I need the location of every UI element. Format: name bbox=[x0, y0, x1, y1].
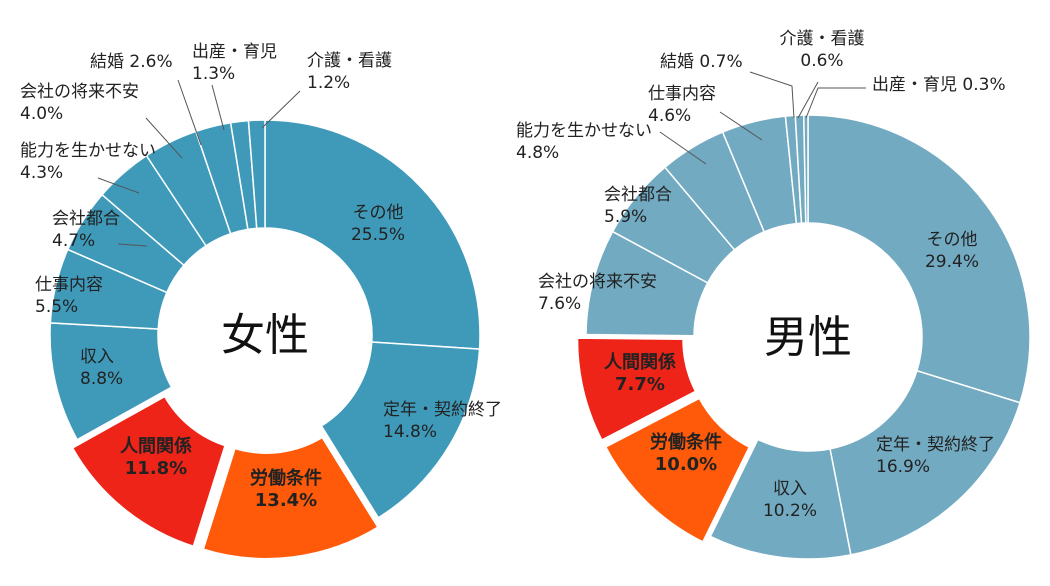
leader-line-出産・育児 bbox=[805, 87, 866, 119]
leader-line-出産・育児 bbox=[211, 84, 225, 131]
slice-定年・契約終了 bbox=[829, 369, 1021, 556]
slice-label-その他: その他 29.4% bbox=[925, 230, 979, 272]
slice-label-仕事内容: 仕事内容 5.5% bbox=[35, 275, 103, 317]
slice-label-労働条件: 労働条件 10.0% bbox=[650, 431, 722, 475]
leader-line-能力を生かせない bbox=[659, 131, 707, 165]
slice-人間関係 bbox=[574, 334, 700, 445]
slice-label-会社都合: 会社都合 5.9% bbox=[604, 185, 672, 227]
male-donut-chart: その他 29.4% 定年・契約終了 16.9% 収入 10.2% 労働条件 10.0% 人間関係… bbox=[516, 29, 1031, 560]
slice-label-介護・看護: 介護・看護 1.2% bbox=[307, 51, 392, 93]
slice-label-能力を生かせない: 能力を生かせない 4.3% bbox=[20, 141, 156, 183]
female-donut-chart: その他 25.5% 定年・契約終了 14.8% 労働条件 13.4% 人間関係 11.8% 収入… bbox=[20, 42, 502, 562]
leader-line-結婚 bbox=[749, 71, 795, 119]
slice-label-結婚: 結婚 2.6% bbox=[90, 52, 173, 72]
slice-label-介護・看護: 介護・看護 0.6% bbox=[780, 29, 865, 71]
leader-line-介護・看護 bbox=[797, 81, 819, 119]
slice-label-定年・契約終了: 定年・契約終了 14.8% bbox=[383, 400, 502, 442]
slice-その他 bbox=[807, 114, 1031, 404]
slice-label-出産・育児: 出産・育児 1.3% bbox=[192, 42, 277, 84]
slice-その他 bbox=[264, 119, 481, 350]
center-label: 男性 bbox=[764, 312, 852, 363]
center-label: 女性 bbox=[221, 310, 309, 361]
leader-line-介護・看護 bbox=[261, 90, 301, 129]
slice-label-会社都合: 会社都合 4.7% bbox=[52, 209, 120, 251]
slice-収入 bbox=[709, 438, 852, 560]
slice-label-収入: 収入 8.8% bbox=[80, 347, 123, 389]
leader-line-仕事内容 bbox=[719, 111, 763, 141]
slice-労働条件 bbox=[601, 394, 754, 547]
slice-label-収入: 収入 10.2% bbox=[763, 479, 817, 521]
slice-人間関係 bbox=[68, 392, 230, 551]
slice-介護・看護 bbox=[247, 119, 266, 230]
slice-出産・育児 bbox=[802, 114, 809, 224]
leader-line-結婚 bbox=[177, 79, 202, 146]
slice-label-定年・契約終了: 定年・契約終了 16.9% bbox=[876, 435, 995, 477]
slice-label-労働条件: 労働条件 13.4% bbox=[250, 467, 322, 511]
slice-労働条件 bbox=[199, 433, 383, 562]
slice-label-人間関係: 人間関係 7.7% bbox=[604, 351, 676, 395]
slice-label-会社の将来不安: 会社の将来不安 7.6% bbox=[538, 272, 657, 314]
slice-label-会社の将来不安: 会社の将来不安 4.0% bbox=[20, 82, 139, 124]
slice-label-仕事内容: 仕事内容 4.6% bbox=[648, 84, 716, 126]
leader-line-会社都合 bbox=[117, 243, 148, 247]
leader-line-能力を生かせない bbox=[97, 177, 140, 194]
slice-定年・契約終了 bbox=[320, 341, 481, 519]
leader-line-会社の将来不安 bbox=[145, 117, 183, 159]
slice-label-出産・育児: 出産・育児 0.3% bbox=[872, 75, 1006, 95]
slice-label-人間関係: 人間関係 11.8% bbox=[120, 435, 192, 479]
slice-label-その他: その他 25.5% bbox=[351, 203, 405, 245]
slice-label-結婚: 結婚 0.7% bbox=[660, 52, 743, 72]
slice-label-能力を生かせない: 能力を生かせない 4.8% bbox=[516, 121, 652, 163]
